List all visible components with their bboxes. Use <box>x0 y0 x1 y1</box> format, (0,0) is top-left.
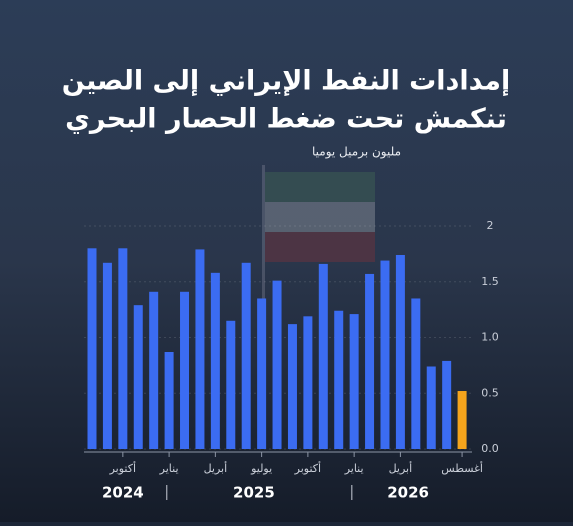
chart-title: تنكمش تحت ضغط الحصار البحري <box>65 104 507 135</box>
year-label: 2024 <box>102 484 144 502</box>
x-tick-label: أغسطس <box>441 461 483 475</box>
year-label: 2025 <box>233 484 275 502</box>
x-tick-label: أكتوبر <box>294 461 321 475</box>
year-label: 2026 <box>387 484 429 502</box>
bar <box>257 298 267 449</box>
y-tick-label: 0.5 <box>481 386 499 399</box>
bar <box>287 324 297 449</box>
x-tick-label: يناير <box>159 462 179 475</box>
chart-title: إمدادات النفط الإيراني إلى الصين <box>62 66 510 97</box>
bar <box>133 305 143 449</box>
bar <box>149 291 159 449</box>
bar <box>87 248 97 449</box>
x-tick-label: يوليو <box>250 462 272 475</box>
bar <box>180 291 190 449</box>
y-tick-label: 2 <box>487 219 494 232</box>
bar <box>318 263 328 449</box>
bar <box>395 254 405 449</box>
bar <box>272 280 282 449</box>
bar <box>411 298 421 449</box>
bar <box>118 248 128 449</box>
bar <box>164 351 174 449</box>
x-tick-label: أبريل <box>389 461 413 475</box>
bar <box>349 314 359 449</box>
flag-decoration <box>262 165 375 315</box>
y-tick-label: 0.0 <box>481 442 499 455</box>
bar <box>303 316 313 449</box>
chart-subtitle: مليون برميل يوميا <box>312 145 401 160</box>
bar <box>226 320 236 449</box>
x-tick-label: يناير <box>344 462 364 475</box>
y-tick-label: 1.0 <box>481 331 499 344</box>
bar <box>365 273 375 449</box>
y-tick-label: 1.5 <box>481 275 499 288</box>
bar <box>102 262 112 449</box>
x-tick-label: أبريل <box>204 461 228 475</box>
x-tick-label: أكتوبر <box>109 461 136 475</box>
bar <box>457 391 467 449</box>
bar <box>442 360 452 449</box>
bar <box>380 260 390 449</box>
bar <box>241 262 251 449</box>
bar <box>426 366 436 449</box>
bar <box>195 249 205 449</box>
bar <box>210 272 220 449</box>
bar <box>334 310 344 449</box>
